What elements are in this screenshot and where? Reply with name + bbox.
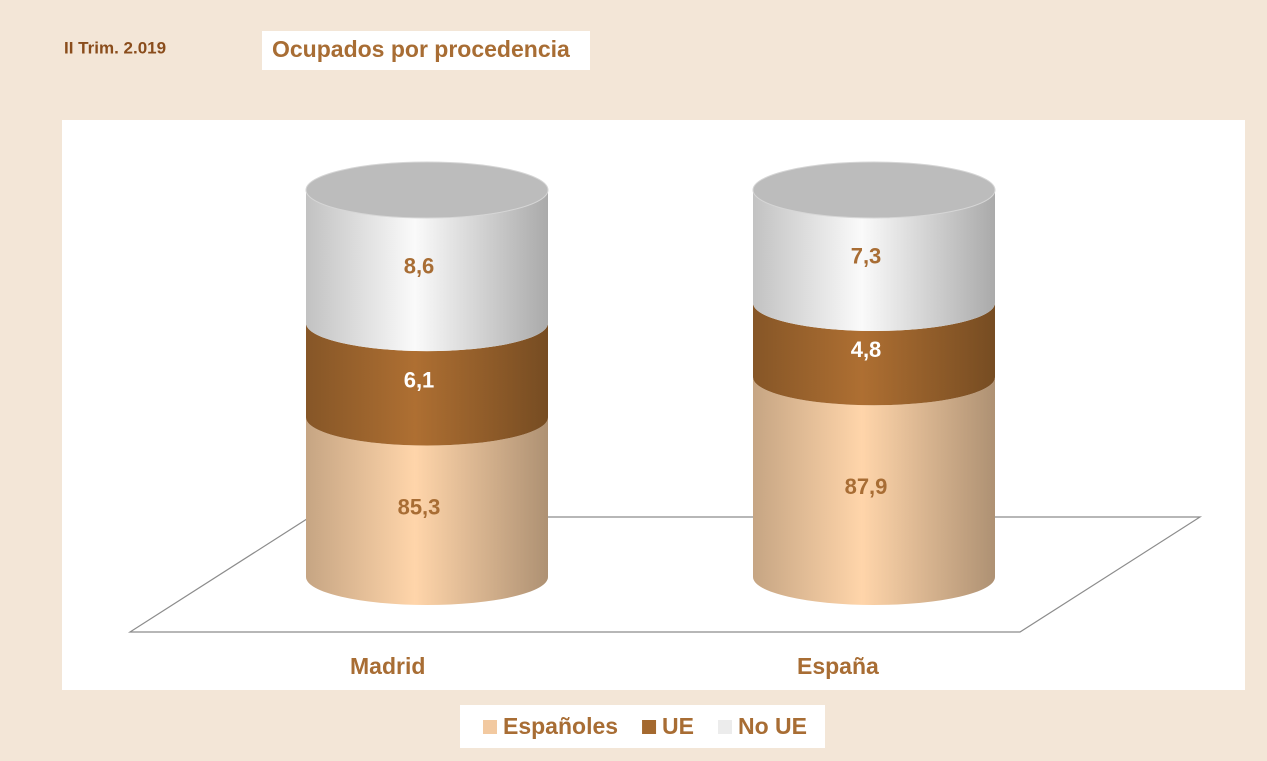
cylinder-segment: [306, 417, 548, 605]
value-label: 8,6: [404, 254, 435, 279]
value-label: 85,3: [398, 494, 441, 519]
cylinder-segment: [753, 190, 995, 331]
legend-label: Españoles: [503, 713, 618, 739]
cylinder-top: [305, 161, 549, 219]
cylinder-segment: [306, 190, 548, 352]
cylinder-segment: [753, 377, 995, 605]
value-label: 7,3: [851, 244, 882, 269]
legend-swatch: [718, 720, 732, 734]
legend-label: UE: [662, 713, 694, 739]
title-box: [262, 31, 590, 70]
header: II Trim. 2.019: [64, 38, 166, 57]
cylinder-top: [752, 161, 996, 219]
legend-label: No UE: [738, 713, 807, 739]
floor: [127, 516, 1203, 633]
chart-title: Ocupados por procedencia: [272, 36, 570, 62]
value-label: 6,1: [404, 367, 435, 392]
cylinder-segment: [306, 323, 548, 446]
legend-swatch: [642, 720, 657, 734]
legend-swatch: [483, 720, 497, 734]
value-label: 87,9: [845, 474, 888, 499]
x-tick-label: Madrid: [350, 653, 425, 679]
value-label: 4,8: [851, 337, 882, 362]
cylinder-segment: [753, 303, 995, 406]
x-tick-label: España: [797, 653, 879, 679]
